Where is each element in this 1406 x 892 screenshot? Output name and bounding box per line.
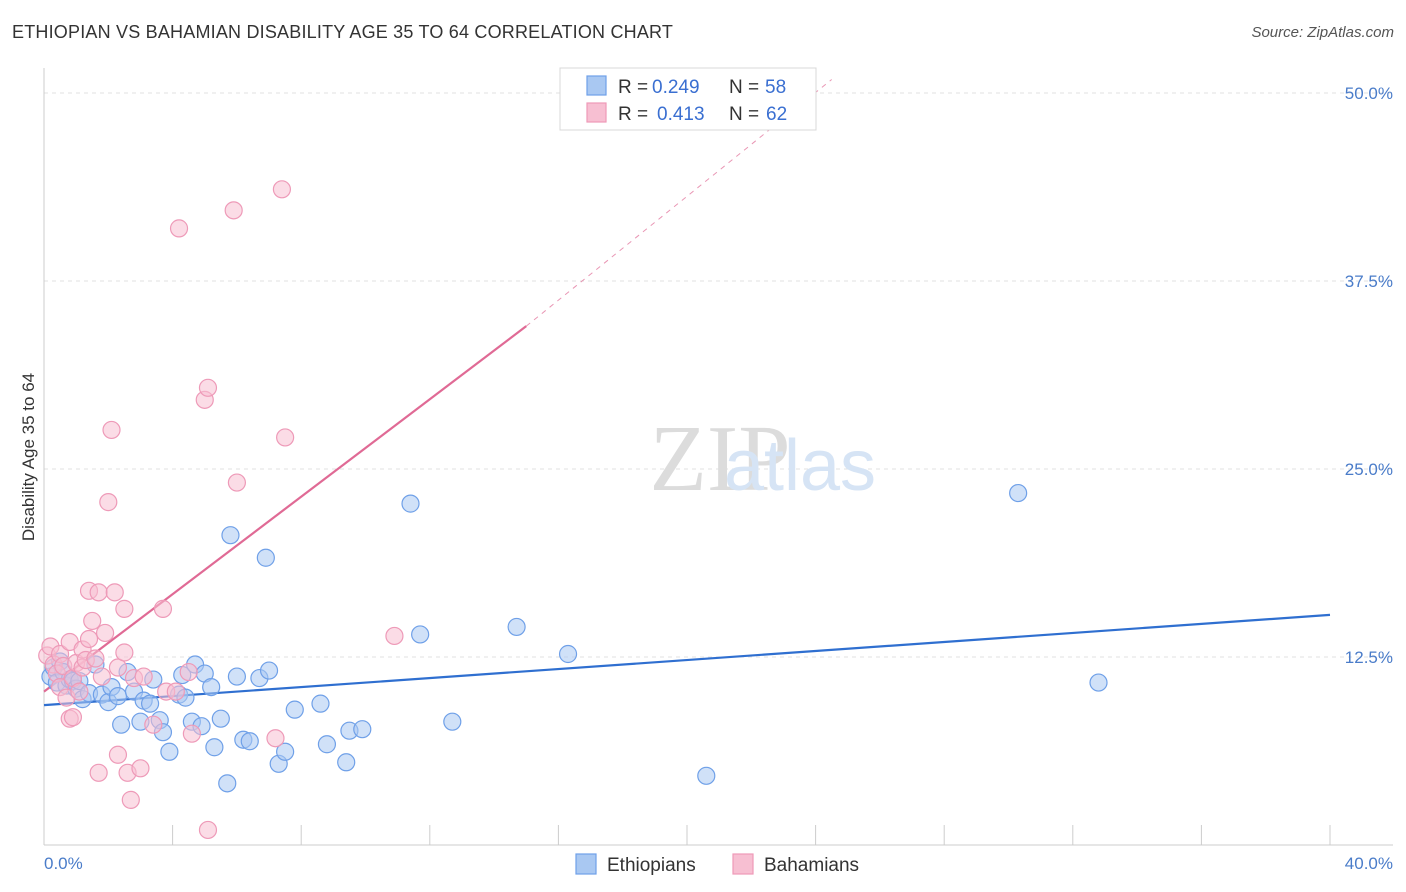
y-tick-label-3: 50.0% <box>1345 84 1393 103</box>
point-bahamians-45 <box>198 378 218 397</box>
watermark-zip: ZIP <box>650 407 791 511</box>
legend-n-label-2: N = <box>729 104 759 125</box>
point-ethiopians-44 <box>259 661 279 680</box>
point-ethiopians-49 <box>317 735 337 754</box>
point-ethiopians-48 <box>311 694 330 713</box>
point-bahamians-46 <box>198 820 218 840</box>
point-bahamians-50 <box>272 180 292 199</box>
point-ethiopians-35 <box>205 738 224 757</box>
point-bahamians-23 <box>92 667 111 686</box>
legend-swatch-ethiopians <box>586 75 607 96</box>
legend-n-value-1: 58 <box>765 77 786 98</box>
point-bahamians-29 <box>108 745 128 764</box>
point-bahamians-13 <box>70 682 89 701</box>
point-bahamians-51 <box>276 428 295 447</box>
point-ethiopians-39 <box>227 667 246 686</box>
point-bahamians-25 <box>99 493 118 512</box>
point-bahamians-49 <box>266 729 285 748</box>
point-ethiopians-37 <box>218 774 237 793</box>
bottom-legend-ethiopians: Ethiopians <box>607 855 696 876</box>
point-bahamians-21 <box>89 763 108 782</box>
point-bahamians-24 <box>95 623 115 643</box>
point-ethiopians-55 <box>443 712 462 731</box>
point-ethiopians-52 <box>353 720 372 739</box>
point-ethiopians-58 <box>697 766 716 785</box>
point-bahamians-41 <box>169 219 189 238</box>
legend-r-value-2: 0.413 <box>657 104 705 125</box>
legend-box: R = 0.249 N = 58 R = 0.413 N = 62 <box>559 67 817 131</box>
point-bahamians-26 <box>102 420 121 440</box>
axes <box>43 68 1393 846</box>
point-bahamians-42 <box>179 662 198 682</box>
legend-swatch-bahamians <box>586 102 607 123</box>
source-credit: Source: ZipAtlas.com <box>1251 24 1394 41</box>
point-ethiopians-57 <box>558 644 578 664</box>
point-ethiopians-60 <box>1089 673 1108 692</box>
watermark-atlas: atlas <box>724 426 876 506</box>
point-bahamians-28 <box>108 658 128 677</box>
legend-r-label-2: R = <box>618 104 648 125</box>
point-ethiopians-26 <box>160 742 179 761</box>
x-tick-labels: 0.0% 40.0% <box>44 854 1393 873</box>
y-tick-label-1: 25.0% <box>1345 460 1393 479</box>
point-ethiopians-41 <box>240 732 259 751</box>
legend-n-value-2: 62 <box>766 104 787 125</box>
point-ethiopians-36 <box>211 709 230 728</box>
y-tick-label-0: 12.5% <box>1345 648 1393 667</box>
point-ethiopians-53 <box>401 494 420 513</box>
point-bahamians-19 <box>83 611 102 631</box>
legend-n-label-1: N = <box>729 77 759 98</box>
point-bahamians-40 <box>166 682 185 701</box>
bottom-legend: Ethiopians Bahamians <box>575 853 859 876</box>
x-tick-label-0: 0.0% <box>44 854 83 873</box>
point-bahamians-35 <box>131 759 150 778</box>
point-ethiopians-59 <box>1009 483 1028 503</box>
legend-r-value-1: 0.249 <box>652 77 700 98</box>
bottom-legend-bahamians: Bahamians <box>764 855 859 876</box>
trend-line-bahamians <box>43 325 527 693</box>
y-axis-label: Disability Age 35 to 64 <box>19 373 38 541</box>
legend-r-label-1: R = <box>618 77 648 98</box>
point-bahamians-22 <box>89 583 108 602</box>
point-bahamians-20 <box>86 649 105 668</box>
point-bahamians-37 <box>144 715 163 734</box>
point-bahamians-47 <box>224 201 243 220</box>
point-bahamians-17 <box>79 629 99 649</box>
data-points <box>38 180 1108 840</box>
point-bahamians-30 <box>115 599 134 618</box>
point-ethiopians-50 <box>337 753 356 772</box>
y-tick-labels: 12.5% 25.0% 37.5% 50.0% <box>1345 84 1393 667</box>
x-tick-label-1: 40.0% <box>1345 854 1393 873</box>
point-ethiopians-56 <box>507 617 526 637</box>
point-bahamians-43 <box>182 724 201 743</box>
point-bahamians-38 <box>153 599 173 618</box>
point-bahamians-11 <box>63 708 83 727</box>
trend-lines <box>43 79 1331 707</box>
trend-line-ethiopians <box>43 613 1331 707</box>
point-bahamians-52 <box>385 626 404 646</box>
gridlines <box>44 92 1393 658</box>
point-ethiopians-43 <box>256 548 275 567</box>
point-bahamians-36 <box>134 667 153 686</box>
point-bahamians-33 <box>121 790 140 809</box>
point-bahamians-48 <box>227 473 246 492</box>
point-bahamians-27 <box>105 583 124 602</box>
point-ethiopians-34 <box>202 677 221 697</box>
point-ethiopians-46 <box>276 742 295 761</box>
bottom-legend-swatch-ethiopians <box>575 853 597 875</box>
point-ethiopians-16 <box>108 687 128 706</box>
point-ethiopians-54 <box>411 625 430 644</box>
point-ethiopians-38 <box>221 526 240 545</box>
chart-title: ETHIOPIAN VS BAHAMIAN DISABILITY AGE 35 … <box>12 22 674 42</box>
point-ethiopians-17 <box>112 715 131 734</box>
point-ethiopians-22 <box>140 694 160 713</box>
point-ethiopians-47 <box>285 700 304 719</box>
bottom-legend-swatch-bahamians <box>732 853 754 875</box>
y-tick-label-2: 37.5% <box>1345 272 1393 291</box>
point-bahamians-31 <box>115 643 134 662</box>
